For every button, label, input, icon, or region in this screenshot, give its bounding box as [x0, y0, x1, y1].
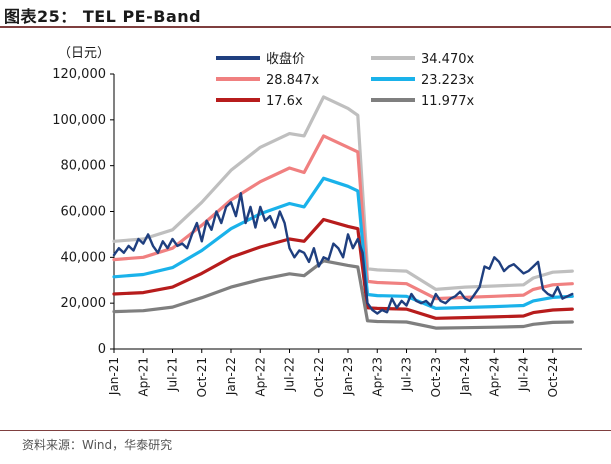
x-tick-label: Jan-23 [341, 357, 355, 396]
series-line-28-847x [112, 134, 574, 301]
legend-label: 收盘价 [266, 51, 305, 67]
y-tick-label: 0 [98, 342, 106, 357]
x-tick-label: Jul-21 [166, 357, 180, 392]
y-tick-label: 100,000 [52, 113, 106, 128]
legend-label: 28.847x [266, 73, 319, 88]
plot-area: 0 20,000 40,000 60,000 80,000 100,000 120,000 J… [52, 67, 582, 397]
figure-title: 图表25： TEL PE-Band [4, 7, 202, 26]
y-tick-label: 20,000 [61, 296, 107, 311]
x-tick-label: Jan-21 [107, 357, 121, 396]
x-tick-label: Jul-22 [283, 357, 297, 392]
x-tick-label: Oct-23 [429, 357, 443, 397]
source-note: 资料来源：Wind，华泰研究 [22, 438, 173, 452]
x-tick-label: Jan-24 [458, 357, 472, 396]
series-line-34-470x [112, 95, 574, 291]
title-divider [0, 26, 611, 28]
pe-band-chart: （日元） 0 20,000 40,000 60,000 80,000 100,000 120… [52, 46, 582, 397]
y-tick-label: 120,000 [52, 67, 106, 82]
legend-label: 34.470x [421, 52, 474, 67]
series-line-23-223x [112, 176, 574, 310]
series-line-11-977x [112, 259, 574, 330]
x-tick-label: Oct-22 [312, 357, 326, 397]
x-tick-label: Apr-24 [487, 357, 501, 397]
x-tick-label: Apr-21 [136, 357, 150, 397]
x-tick-label: Oct-24 [546, 357, 560, 397]
legend-label: 11.977x [421, 94, 474, 109]
legend-label: 23.223x [421, 73, 474, 88]
x-tick-label: Oct-21 [195, 357, 209, 397]
series-line- [112, 191, 574, 315]
legend: 收盘价 34.470x 28.847x 23.223x 17.6x 11.977x [216, 51, 474, 109]
x-tick-label: Apr-23 [370, 357, 384, 397]
y-tick-label: 40,000 [61, 250, 107, 265]
series-line-17-6x [112, 217, 574, 320]
x-tick-label: Jul-23 [400, 357, 414, 392]
x-tick-label: Apr-22 [253, 357, 267, 397]
y-tick-label: 80,000 [61, 159, 107, 174]
footer-divider [0, 430, 611, 431]
x-tick-label: Jul-24 [517, 357, 531, 392]
x-tick-label: Jan-22 [224, 357, 238, 396]
y-tick-label: 60,000 [61, 205, 107, 220]
y-axis-unit-label: （日元） [58, 46, 110, 61]
legend-label: 17.6x [266, 94, 303, 109]
